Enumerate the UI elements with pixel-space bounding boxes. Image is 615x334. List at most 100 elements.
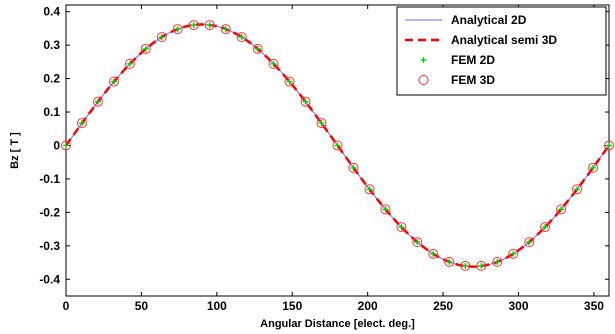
y-tick-label: 0.1 xyxy=(43,105,60,119)
fem-2d-point xyxy=(270,60,277,67)
y-tick-label: 0.3 xyxy=(43,38,60,52)
plot-frame xyxy=(65,4,610,297)
y-tick-label: 0 xyxy=(53,138,60,152)
fem-2d-point xyxy=(158,34,165,41)
fem-3d-point xyxy=(156,32,167,43)
fem-2d-point xyxy=(63,142,69,149)
legend-label: Analytical 2D xyxy=(451,13,527,27)
legend-item: Analytical 2D xyxy=(405,13,527,27)
fem-2d-point xyxy=(302,98,309,105)
fem-3d-point xyxy=(588,162,599,173)
legend-item: FEM 2D xyxy=(420,53,495,67)
fem-3d-point xyxy=(412,237,423,248)
fem-3d-point xyxy=(396,222,407,233)
fem-2d-point xyxy=(478,262,485,269)
fem-3d-point xyxy=(124,58,135,69)
fem-2d-point xyxy=(398,224,405,231)
fem-3d-point xyxy=(220,24,231,35)
x-tick-label: 250 xyxy=(433,299,453,313)
fem-2d-point xyxy=(382,206,389,213)
x-axis-label: Angular Distance [elect. deg.] xyxy=(260,318,415,330)
x-tick-label: 300 xyxy=(508,299,528,313)
legend-swatch xyxy=(418,75,429,85)
fem-3d-point xyxy=(540,222,551,233)
x-tick-label: 200 xyxy=(358,299,378,313)
fem-3d-point xyxy=(61,140,71,151)
x-tick-label: 150 xyxy=(282,299,302,313)
fem-3d-point xyxy=(140,43,151,54)
fem-2d-point xyxy=(366,186,373,193)
fem-2d-point xyxy=(574,186,581,193)
fem-3d-point xyxy=(380,204,391,215)
legend-item: Analytical semi 3D xyxy=(405,33,557,47)
fem-2d-point xyxy=(414,239,421,246)
fem-3d-point xyxy=(444,256,455,267)
y-axis-label: Bz [ T ] xyxy=(9,132,21,169)
fem-3d-point xyxy=(492,256,503,267)
fem-3d-point xyxy=(460,260,471,271)
fem-3d-point xyxy=(108,76,119,87)
fem-2d-point xyxy=(334,142,341,149)
fem-3d-point xyxy=(556,204,567,215)
y-tick-label: -0.4 xyxy=(39,272,60,286)
fem-2d-point xyxy=(462,262,469,269)
fem-3d-point xyxy=(172,24,183,35)
fem-3d-point xyxy=(252,43,263,54)
x-tick-label: 0 xyxy=(63,299,70,313)
y-axis-ticks: 0.4 0.3 0.2 0.1 0 -0.1 -0.2 -0.3 -0.4 xyxy=(39,5,609,286)
legend-item: FEM 3D xyxy=(418,73,495,87)
fem-3d-point xyxy=(204,20,215,31)
fem-2d-point xyxy=(526,239,533,246)
fem-3d-point xyxy=(300,96,311,107)
fem-2d-point xyxy=(78,120,85,127)
y-tick-label: -0.3 xyxy=(39,239,60,253)
x-tick-label: 100 xyxy=(207,299,227,313)
x-tick-label: 350 xyxy=(584,299,604,313)
fem-2d-point xyxy=(190,22,197,29)
y-tick-label: 0.4 xyxy=(43,5,60,19)
fem-2d-point xyxy=(222,26,229,33)
fem-2d-point xyxy=(542,224,549,231)
fem-2d-point xyxy=(318,120,325,127)
fem-3d-point xyxy=(92,96,103,107)
fem-3d-point xyxy=(332,140,343,151)
fem-2d-point xyxy=(430,250,437,257)
legend-label: FEM 2D xyxy=(451,53,495,67)
fem-3d-point xyxy=(364,184,375,195)
x-axis-ticks: 0 50 100 150 200 250 300 350 xyxy=(63,5,604,313)
fem-3d-point xyxy=(508,248,519,259)
fem-2d-point xyxy=(510,250,517,257)
legend-label: Analytical semi 3D xyxy=(451,33,557,47)
fem-3d-point xyxy=(284,76,295,87)
fem-2d-point xyxy=(590,164,597,171)
y-tick-label: -0.2 xyxy=(39,205,60,219)
fem-3d-point xyxy=(316,118,327,129)
fem-3d-point xyxy=(268,58,279,69)
legend-box xyxy=(396,6,607,96)
legend-label: FEM 3D xyxy=(451,73,495,87)
fem-2d-point xyxy=(350,164,357,171)
series-layer xyxy=(61,20,614,271)
series-analytical-semi-3d-line xyxy=(64,23,611,268)
fem-2d-point xyxy=(206,22,213,29)
fem-2d-point xyxy=(494,258,501,265)
fem-2d-point xyxy=(446,258,453,265)
fem-2d-point xyxy=(606,142,612,149)
fem-3d-point xyxy=(348,162,359,173)
y-tick-label: -0.1 xyxy=(39,172,60,186)
plot-area: 0 50 100 150 200 250 300 350 0.4 0.3 0.2 0.1 0 -0.1 -… xyxy=(39,4,614,313)
legend: Analytical 2D Analytical semi 3D FEM 2D FEM… xyxy=(396,6,607,96)
fem-2d-point xyxy=(94,98,101,105)
y-tick-label: 0.2 xyxy=(43,72,60,86)
fem-3d-point xyxy=(604,140,614,151)
fem-2d-point xyxy=(174,26,181,33)
fem-3d-point xyxy=(428,248,439,259)
fem-2d-point xyxy=(558,206,565,213)
x-tick-label: 50 xyxy=(135,299,149,313)
legend-swatch xyxy=(420,57,427,63)
fem-2d-point xyxy=(126,60,133,67)
fem-3d-point xyxy=(188,20,199,31)
fem-2d-point xyxy=(110,78,117,85)
fem-3d-point xyxy=(572,184,583,195)
